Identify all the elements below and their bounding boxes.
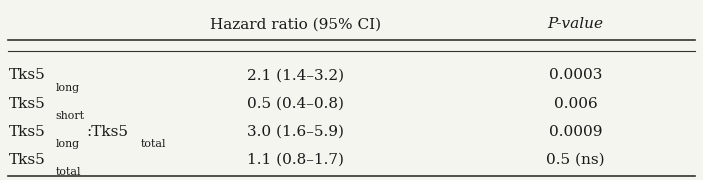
- Text: 0.5 (ns): 0.5 (ns): [546, 153, 605, 167]
- Text: 2.1 (1.4–3.2): 2.1 (1.4–3.2): [247, 68, 344, 82]
- Text: Hazard ratio (95% CI): Hazard ratio (95% CI): [210, 17, 381, 31]
- Text: :Tks5: :Tks5: [86, 125, 129, 139]
- Text: 1.1 (0.8–1.7): 1.1 (0.8–1.7): [247, 153, 344, 167]
- Text: Tks5: Tks5: [8, 97, 45, 111]
- Text: long: long: [56, 139, 79, 149]
- Text: total: total: [141, 139, 166, 149]
- Text: 0.0003: 0.0003: [549, 68, 602, 82]
- Text: 0.006: 0.006: [554, 97, 598, 111]
- Text: long: long: [56, 83, 79, 93]
- Text: Tks5: Tks5: [8, 68, 45, 82]
- Text: P-value: P-value: [548, 17, 604, 31]
- Text: short: short: [56, 111, 85, 121]
- Text: Tks5: Tks5: [8, 153, 45, 167]
- Text: total: total: [56, 167, 81, 177]
- Text: Tks5: Tks5: [8, 125, 45, 139]
- Text: 0.5 (0.4–0.8): 0.5 (0.4–0.8): [247, 97, 344, 111]
- Text: 0.0009: 0.0009: [549, 125, 602, 139]
- Text: 3.0 (1.6–5.9): 3.0 (1.6–5.9): [247, 125, 344, 139]
